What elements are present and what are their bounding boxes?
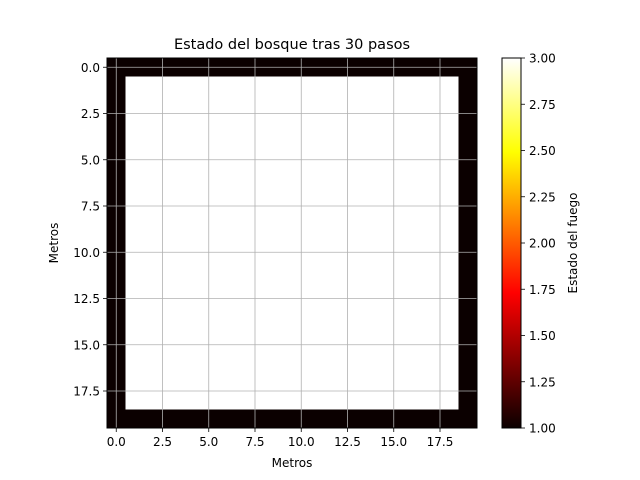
x-tick-label: 2.5 — [153, 435, 172, 449]
x-tick-label: 0.0 — [107, 435, 126, 449]
x-axis: 0.0 2.5 5.0 7.5 10.0 12.5 15.0 17.5 — [107, 428, 454, 449]
colorbar-ticks: 1.00 1.25 1.50 1.75 2.00 2.25 2.50 2.75 3.00 — [521, 52, 556, 436]
y-axis: 0.0 2.5 5.0 7.5 10.0 12.5 15.0 17.5 — [73, 61, 107, 399]
y-tick-label: 5.0 — [81, 153, 100, 167]
heatmap-interior-cells — [125, 76, 459, 410]
x-tick-label: 15.0 — [380, 435, 407, 449]
heatmap-area — [106, 57, 478, 429]
y-tick-label: 0.0 — [81, 61, 100, 75]
x-tick-label: 5.0 — [199, 435, 218, 449]
grid-lines — [107, 58, 477, 428]
y-axis-label: Metros — [47, 223, 61, 264]
colorbar-tick-label: 2.25 — [529, 190, 556, 204]
y-tick-label: 12.5 — [73, 292, 100, 306]
colorbar-tick-label: 1.00 — [529, 422, 556, 436]
x-tick-label: 17.5 — [427, 435, 454, 449]
colorbar-tick-label: 3.00 — [529, 52, 556, 66]
y-tick-label: 15.0 — [73, 338, 100, 352]
colorbar-label: Estado del fuego — [566, 193, 580, 294]
colorbar-tick-label: 2.00 — [529, 237, 556, 251]
colorbar-tick-label: 1.25 — [529, 375, 556, 389]
y-tick-label: 17.5 — [73, 385, 100, 399]
x-tick-label: 10.0 — [288, 435, 315, 449]
colorbar-tick-label: 2.50 — [529, 144, 556, 158]
x-axis-label: Metros — [272, 456, 313, 470]
colorbar-tick-label: 1.50 — [529, 329, 556, 343]
chart-title: Estado del bosque tras 30 pasos — [174, 37, 410, 53]
colorbar-tick-label: 2.75 — [529, 98, 556, 112]
y-tick-label: 2.5 — [81, 107, 100, 121]
y-tick-label: 7.5 — [81, 200, 100, 214]
x-tick-label: 12.5 — [334, 435, 361, 449]
plot-frame — [106, 57, 478, 429]
y-tick-label: 10.0 — [73, 246, 100, 260]
colorbar-gradient — [501, 57, 522, 429]
x-tick-label: 7.5 — [245, 435, 264, 449]
colorbar-tick-label: 1.75 — [529, 283, 556, 297]
colorbar: 1.00 1.25 1.50 1.75 2.00 2.25 2.50 2.75 3.00 Est… — [501, 52, 580, 436]
